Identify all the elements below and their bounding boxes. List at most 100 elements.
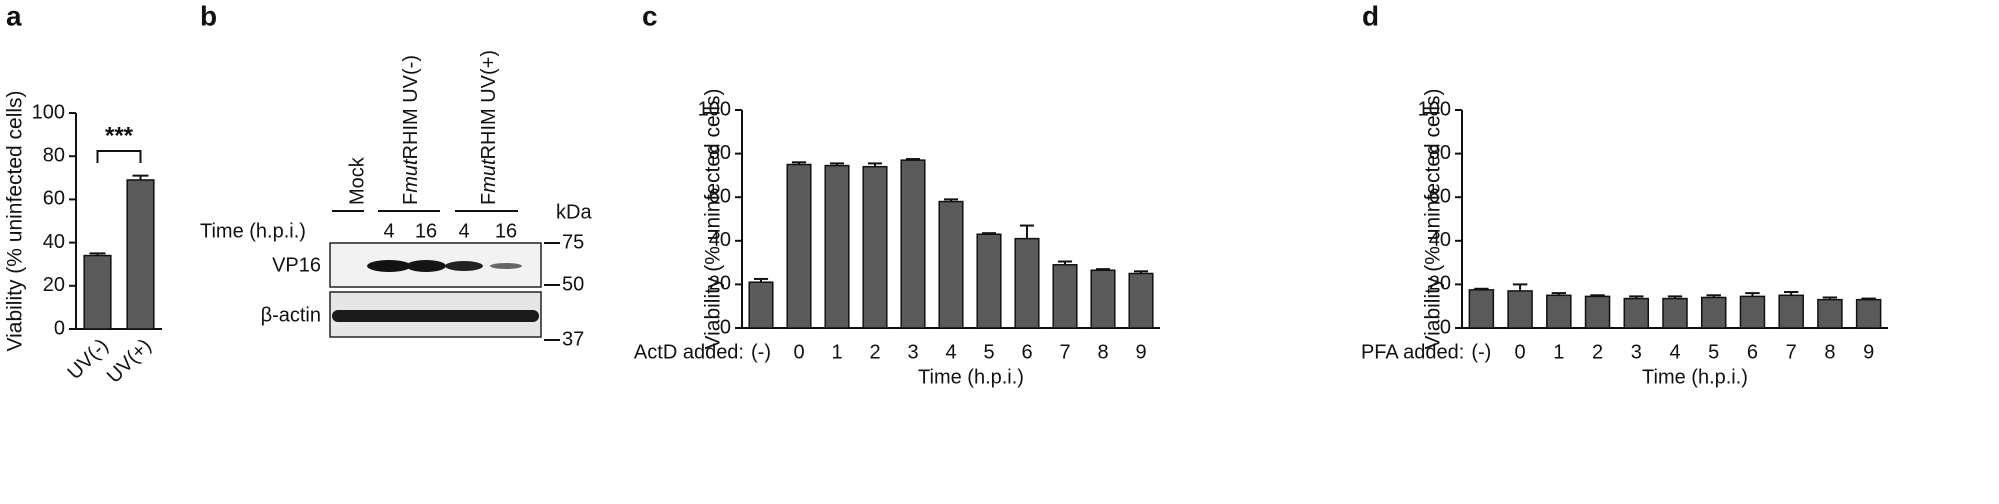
error-bar — [1057, 260, 1073, 265]
marker: 75 — [562, 231, 584, 253]
error-bar — [791, 161, 807, 165]
y-axis-label: Viability (% uninfected cells) — [1422, 88, 1445, 349]
bar — [1546, 294, 1572, 329]
bar — [1623, 297, 1650, 329]
error-bar — [1095, 268, 1111, 271]
x-axis-label: Time (h.p.i.) — [918, 366, 1024, 388]
band — [445, 261, 483, 271]
x-tick-label: (-) — [1471, 341, 1491, 363]
x-tick-label: 8 — [1097, 341, 1108, 363]
lane-part: mut — [400, 158, 422, 193]
y-tick-label: 20 — [709, 273, 731, 295]
y-tick-label: 0 — [1440, 316, 1451, 338]
blot: Mock FmutRHIM UV(-) FmutRHIM UV(+) Time … — [200, 50, 592, 350]
bar — [1700, 296, 1727, 329]
lane-part: F — [400, 193, 422, 205]
panel-letter: a — [6, 0, 22, 31]
y-tick-label: 80 — [1429, 142, 1451, 164]
y-tick-label: 80 — [709, 142, 731, 164]
time: 16 — [495, 220, 517, 242]
x-tick-label: 3 — [907, 341, 918, 363]
bar — [862, 165, 888, 329]
error-bar — [829, 162, 845, 166]
x-tick-label: UV(-) — [63, 335, 112, 384]
panel-letter: c — [642, 0, 658, 31]
error-bar — [753, 277, 769, 283]
error-bar — [132, 174, 149, 180]
marker: 37 — [562, 328, 584, 350]
y-tick-label: 60 — [1429, 185, 1451, 207]
lane-part: mut — [478, 158, 500, 193]
error-bar — [1629, 295, 1644, 299]
y-axis-label: Viability (% uninfected cells) — [4, 90, 27, 351]
x-tick-label: 9 — [1863, 341, 1874, 363]
bar — [900, 159, 926, 329]
bar — [1584, 295, 1611, 329]
panel-letter: d — [1362, 0, 1379, 31]
bar — [748, 281, 774, 329]
row-label: PFA added: — [1361, 341, 1464, 363]
x-tick-label: 8 — [1824, 341, 1835, 363]
bar — [824, 164, 850, 329]
bar — [1778, 294, 1804, 329]
lane-part: F — [478, 193, 500, 205]
lane-part: RHIM UV(-) — [400, 55, 422, 159]
x-tick-label: 5 — [1708, 341, 1719, 363]
y-tick-label: 60 — [709, 185, 731, 207]
x-tick-label: 3 — [1631, 341, 1642, 363]
x-tick-label: 5 — [983, 341, 994, 363]
error-bar — [1745, 292, 1760, 297]
time-label: Time (h.p.i.) — [200, 220, 306, 242]
bar — [786, 163, 812, 329]
bar — [1014, 237, 1040, 329]
x-tick-label: 0 — [793, 341, 804, 363]
band — [490, 263, 522, 269]
x-tick-label: (-) — [751, 341, 771, 363]
y-tick-label: 0 — [720, 316, 731, 338]
x-tick-label: 0 — [1515, 341, 1526, 363]
marker-unit: kDa — [556, 201, 592, 223]
x-tick-label: 2 — [1592, 341, 1603, 363]
time: 16 — [415, 220, 437, 242]
x-tick-label: 2 — [869, 341, 880, 363]
error-bar — [943, 198, 959, 202]
y-tick-label: 80 — [43, 144, 65, 166]
error-bar — [1474, 287, 1489, 290]
bar — [126, 179, 155, 330]
bar — [1855, 298, 1882, 329]
significance-label: *** — [105, 122, 134, 149]
bar — [1052, 264, 1078, 329]
error-bar — [1590, 294, 1605, 297]
y-tick-label: 100 — [1418, 98, 1451, 120]
x-tick-label: 9 — [1135, 341, 1146, 363]
row-label: VP16 — [272, 254, 321, 276]
lane-label: Mock — [346, 156, 368, 205]
error-bar — [89, 252, 106, 256]
error-bar — [981, 232, 997, 235]
error-bar — [1133, 270, 1149, 274]
error-bar — [1783, 291, 1799, 296]
band — [367, 260, 411, 272]
x-axis-label: Time (h.p.i.) — [1642, 366, 1748, 388]
x-tick-label: 6 — [1021, 341, 1032, 363]
bar — [1128, 272, 1154, 329]
time: 4 — [383, 220, 394, 242]
bar — [1817, 298, 1843, 329]
lane-part: RHIM UV(+) — [478, 50, 500, 159]
bar — [938, 200, 964, 329]
significance-bracket — [96, 150, 142, 163]
bar — [83, 254, 112, 330]
y-tick-label: 100 — [32, 101, 65, 123]
y-tick-label: 60 — [43, 188, 65, 210]
y-tick-label: 40 — [709, 229, 731, 251]
y-tick-label: 100 — [698, 98, 731, 120]
x-tick-label: 1 — [831, 341, 842, 363]
error-bar — [1512, 283, 1528, 291]
time: 4 — [458, 220, 469, 242]
y-tick-label: 0 — [54, 317, 65, 339]
x-tick-label: 6 — [1747, 341, 1758, 363]
error-bar — [1551, 292, 1567, 296]
y-tick-label: 40 — [1429, 229, 1451, 251]
y-axis-label: Viability (% uninfected cells) — [702, 88, 725, 349]
